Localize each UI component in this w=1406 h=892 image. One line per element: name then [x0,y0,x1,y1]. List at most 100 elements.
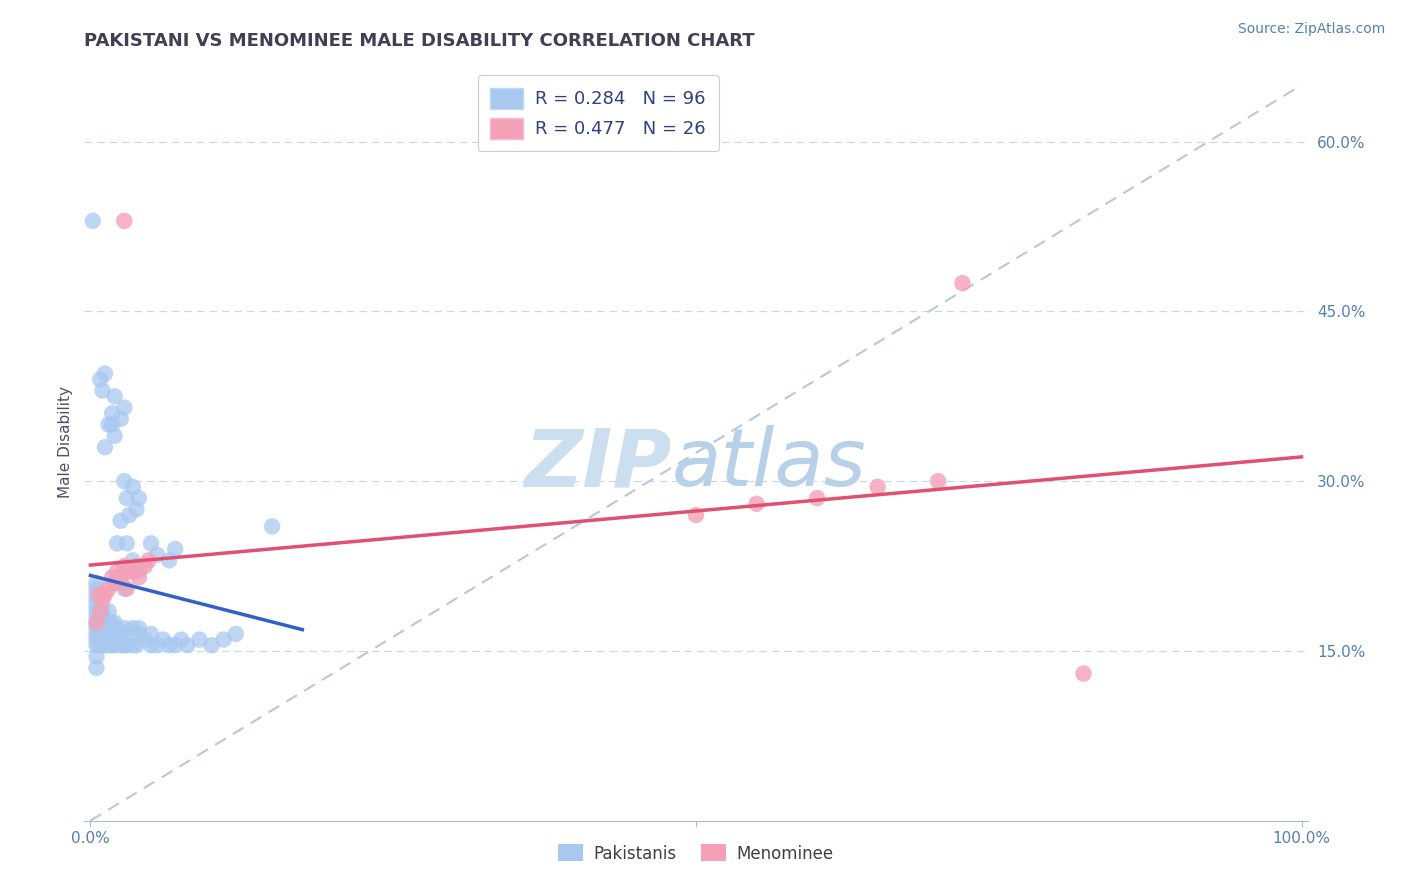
Point [105,632,128,647]
Point [94,615,117,630]
Point [118,508,141,522]
Point [115,536,138,550]
Point [121,480,143,494]
Point [152,632,174,647]
Point [97,582,120,596]
Point [86,615,108,630]
Point [112,559,135,574]
Point [100,638,122,652]
Point [157,553,180,567]
Point [121,638,143,652]
Point [86,610,108,624]
Point [87,638,110,652]
Point [104,638,127,652]
Point [115,491,138,505]
Point [96,632,118,647]
Point [170,632,193,647]
Point [94,627,117,641]
Point [97,638,120,652]
Point [112,214,135,228]
Point [110,514,132,528]
Point [115,627,138,641]
Point [138,553,160,567]
Point [104,576,127,591]
Point [97,417,120,432]
Point [745,497,768,511]
Point [94,440,117,454]
Point [110,412,132,426]
Point [100,627,122,641]
Point [97,615,120,630]
Point [86,615,108,630]
Point [176,638,198,652]
Point [86,593,108,607]
Point [104,627,127,641]
Point [86,576,108,591]
Point [105,536,128,550]
Point [157,638,180,652]
Point [165,542,187,557]
Text: PAKISTANI VS MENOMINEE MALE DISABILITY CORRELATION CHART: PAKISTANI VS MENOMINEE MALE DISABILITY C… [84,32,755,50]
Point [952,276,974,290]
Point [94,587,117,601]
Point [105,565,128,579]
Point [86,604,108,618]
Point [128,565,150,579]
Point [112,474,135,488]
Point [91,593,114,607]
Point [134,559,156,574]
Point [86,649,108,664]
Point [125,638,148,652]
Point [110,570,132,584]
Point [112,621,135,635]
Point [104,615,127,630]
Point [86,632,108,647]
Point [86,582,108,596]
Point [104,429,127,443]
Point [86,587,108,601]
Point [86,621,108,635]
Point [121,565,143,579]
Point [101,417,124,432]
Point [91,384,114,398]
Point [115,565,138,579]
Point [89,604,111,618]
Legend: Pakistanis, Menominee: Pakistanis, Menominee [551,838,841,869]
Point [87,587,110,601]
Point [105,621,128,635]
Point [866,480,889,494]
Point [115,638,138,652]
Point [927,474,949,488]
Point [89,638,111,652]
Point [128,491,150,505]
Point [139,638,162,652]
Point [165,638,187,652]
Point [262,519,284,533]
Point [87,627,110,641]
Point [110,576,132,591]
Point [89,372,111,386]
Text: atlas: atlas [672,425,866,503]
Y-axis label: Male Disability: Male Disability [58,385,73,498]
Point [112,401,135,415]
Point [101,406,124,420]
Point [89,621,111,635]
Point [1073,666,1095,681]
Point [134,632,156,647]
Point [121,621,143,635]
Point [87,615,110,630]
Point [225,627,247,641]
Point [128,627,150,641]
Point [121,553,143,567]
Point [97,627,120,641]
Point [188,632,211,647]
Point [139,627,162,641]
Point [128,570,150,584]
Point [86,599,108,613]
Point [104,389,127,403]
Point [685,508,707,522]
Point [200,638,222,652]
Point [91,615,114,630]
Point [82,214,104,228]
Point [212,632,235,647]
